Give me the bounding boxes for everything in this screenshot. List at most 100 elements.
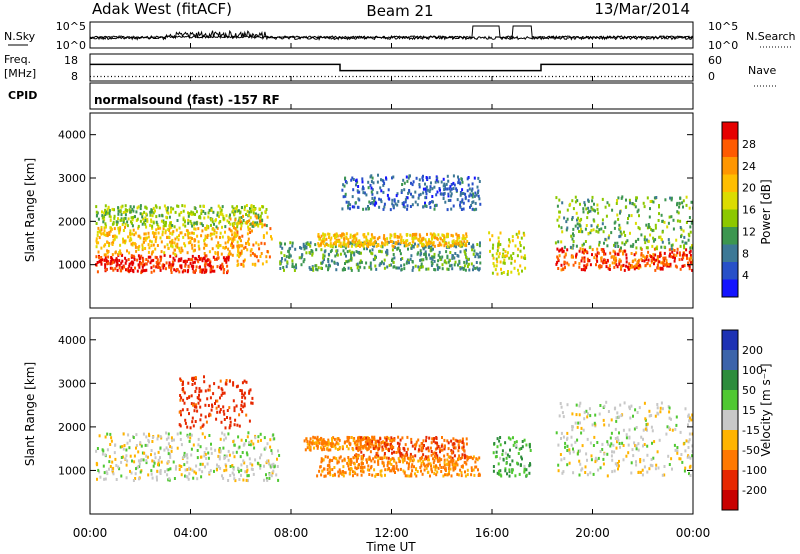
heatmap-cell bbox=[469, 192, 472, 196]
heatmap-cell bbox=[464, 242, 467, 246]
heatmap-cell bbox=[152, 211, 155, 215]
heatmap-cell bbox=[124, 261, 127, 265]
heatmap-cell bbox=[114, 267, 117, 271]
heatmap-cell bbox=[98, 256, 101, 259]
heatmap-cell bbox=[687, 413, 690, 417]
heatmap-cell bbox=[347, 240, 350, 244]
heatmap-cell bbox=[639, 458, 642, 461]
heatmap-cell bbox=[452, 187, 455, 190]
heatmap-cell bbox=[564, 441, 567, 445]
heatmap-cell bbox=[403, 263, 406, 267]
heatmap-cell bbox=[201, 270, 203, 274]
heatmap-cell bbox=[184, 421, 187, 425]
heatmap-cell bbox=[583, 417, 586, 421]
heatmap-cell bbox=[151, 459, 154, 463]
heatmap-cell bbox=[654, 226, 657, 230]
heatmap-cell bbox=[524, 266, 527, 270]
heatmap-cell bbox=[219, 408, 222, 411]
heatmap-cell bbox=[325, 264, 328, 268]
heatmap-cell bbox=[288, 253, 291, 257]
heatmap-cell bbox=[120, 213, 123, 217]
heatmap-cell bbox=[569, 202, 572, 206]
heatmap-cell bbox=[407, 465, 410, 469]
heatmap-cell bbox=[598, 228, 601, 232]
heatmap-cell bbox=[177, 238, 180, 242]
heatmap-cell bbox=[232, 399, 235, 403]
heatmap-cell bbox=[342, 465, 345, 469]
heatmap-cell bbox=[284, 258, 287, 262]
heatmap-cell bbox=[180, 264, 183, 268]
heatmap-cell bbox=[640, 435, 643, 439]
heatmap-cell bbox=[417, 196, 420, 200]
heatmap-cell bbox=[362, 470, 365, 474]
heatmap-cell bbox=[191, 264, 194, 268]
heatmap-cell bbox=[260, 252, 263, 255]
heatmap-cell bbox=[236, 253, 239, 257]
heatmap-cell bbox=[464, 192, 467, 196]
heatmap-cell bbox=[408, 242, 411, 246]
heatmap-cell bbox=[109, 215, 112, 219]
heatmap-cell bbox=[395, 194, 398, 198]
heatmap-cell bbox=[125, 448, 128, 452]
heatmap-cell bbox=[494, 455, 497, 459]
frequency-line bbox=[90, 63, 693, 72]
heatmap-cell bbox=[422, 460, 425, 463]
heatmap-cell bbox=[259, 456, 261, 460]
heatmap-cell bbox=[109, 262, 112, 266]
heatmap-cell bbox=[608, 234, 611, 238]
heatmap-cell bbox=[107, 205, 110, 209]
heatmap-cell bbox=[357, 449, 360, 452]
heatmap-cell bbox=[429, 205, 432, 209]
heatmap-cell bbox=[688, 264, 691, 268]
heatmap-cell bbox=[168, 261, 171, 265]
heatmap-cell bbox=[291, 259, 294, 263]
heatmap-cell bbox=[430, 468, 433, 472]
heatmap-cell bbox=[666, 225, 669, 229]
heatmap-cell bbox=[418, 233, 421, 237]
heatmap-cell bbox=[687, 263, 690, 267]
heatmap-cell bbox=[231, 241, 233, 245]
heatmap-cell bbox=[244, 221, 247, 225]
heatmap-cell bbox=[363, 233, 366, 236]
heatmap-cell bbox=[649, 200, 652, 203]
heatmap-cell bbox=[631, 244, 634, 248]
heatmap-cell bbox=[169, 467, 172, 471]
heatmap-cell bbox=[574, 200, 577, 204]
heatmap-cell bbox=[323, 244, 326, 248]
heatmap-cell bbox=[495, 264, 498, 268]
heatmap-cell bbox=[407, 259, 410, 263]
heatmap-cell bbox=[443, 234, 445, 238]
heatmap-cell bbox=[691, 454, 693, 458]
heatmap-cell bbox=[182, 456, 185, 459]
heatmap-cell bbox=[563, 457, 566, 461]
heatmap-cell bbox=[393, 235, 396, 239]
heatmap-cell bbox=[217, 404, 220, 408]
heatmap-cell bbox=[479, 241, 481, 245]
heatmap-cell bbox=[453, 183, 456, 187]
heatmap-cell bbox=[429, 474, 431, 478]
heatmap-cell bbox=[373, 203, 376, 207]
heatmap-cell bbox=[511, 235, 514, 239]
heatmap-cell bbox=[560, 226, 563, 230]
heatmap-cell bbox=[347, 464, 350, 468]
heatmap-cell bbox=[429, 185, 432, 189]
heatmap-cell bbox=[246, 453, 249, 457]
heatmap-cell bbox=[399, 249, 401, 253]
heatmap-cell bbox=[384, 240, 387, 244]
colorbar-tick-label: 50 bbox=[742, 384, 756, 397]
heatmap-cell bbox=[383, 258, 386, 262]
heatmap-cell bbox=[323, 239, 326, 243]
heatmap-cell bbox=[472, 455, 475, 459]
heatmap-cell bbox=[585, 250, 588, 254]
heatmap-cell bbox=[472, 468, 475, 472]
heatmap-cell bbox=[519, 244, 522, 247]
heatmap-cell bbox=[108, 242, 111, 246]
heatmap-cell bbox=[351, 234, 354, 238]
heatmap-cell bbox=[646, 470, 649, 474]
colorbar-swatch bbox=[722, 330, 738, 350]
heatmap-cell bbox=[338, 240, 340, 244]
heatmap-cell bbox=[596, 254, 598, 258]
heatmap-cell bbox=[458, 259, 461, 263]
heatmap-cell bbox=[470, 455, 472, 459]
heatmap-cell bbox=[166, 243, 169, 247]
